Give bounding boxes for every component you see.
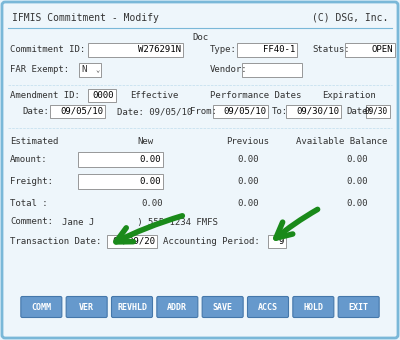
Text: 0.00: 0.00: [140, 177, 161, 186]
Text: Available Balance: Available Balance: [296, 137, 388, 147]
Text: Date: 09/05/10: Date: 09/05/10: [117, 107, 192, 117]
Text: 06/29/20: 06/29/20: [112, 237, 155, 246]
Text: 0.00: 0.00: [237, 155, 259, 165]
Text: ⌄: ⌄: [95, 67, 99, 73]
FancyBboxPatch shape: [248, 296, 288, 318]
Text: To:: To:: [272, 107, 288, 117]
Bar: [213, 105, 268, 118]
Text: New: New: [137, 137, 153, 147]
Text: Type:: Type:: [210, 46, 237, 54]
Text: Doc: Doc: [192, 33, 208, 41]
Text: 0.00: 0.00: [346, 177, 368, 187]
Text: Expiration: Expiration: [322, 91, 376, 101]
Text: Vendor:: Vendor:: [210, 66, 248, 74]
Bar: [345, 43, 395, 57]
FancyBboxPatch shape: [112, 296, 152, 318]
Text: Performance Dates: Performance Dates: [210, 91, 301, 101]
Text: FAR Exempt:: FAR Exempt:: [10, 66, 69, 74]
Bar: [78, 174, 163, 189]
Text: REVHLD: REVHLD: [117, 303, 147, 311]
Text: OPEN: OPEN: [372, 46, 393, 54]
Text: Jane J        ) 555-1234 FMFS: Jane J ) 555-1234 FMFS: [62, 218, 218, 226]
Text: Status:: Status:: [312, 46, 350, 54]
Text: 09/05/10: 09/05/10: [223, 107, 266, 116]
Bar: [268, 235, 286, 248]
Bar: [286, 105, 341, 118]
Text: HOLD: HOLD: [303, 303, 323, 311]
Text: 0000: 0000: [92, 91, 114, 100]
Text: IFMIS Commitment - Modify: IFMIS Commitment - Modify: [12, 13, 159, 23]
Text: Commitment ID:: Commitment ID:: [10, 46, 85, 54]
FancyBboxPatch shape: [338, 296, 379, 318]
Bar: [50, 105, 105, 118]
Text: 0.00: 0.00: [237, 177, 259, 187]
Text: W276291N: W276291N: [138, 46, 181, 54]
FancyBboxPatch shape: [66, 296, 107, 318]
Text: 0.00: 0.00: [140, 155, 161, 164]
FancyBboxPatch shape: [21, 296, 62, 318]
Text: 0.00: 0.00: [346, 155, 368, 165]
Text: Transaction Date:: Transaction Date:: [10, 238, 101, 246]
Text: Freight:: Freight:: [10, 177, 53, 187]
Bar: [78, 152, 163, 167]
Text: 9: 9: [279, 237, 284, 246]
Text: N: N: [81, 66, 86, 74]
Text: COMM: COMM: [31, 303, 51, 311]
Text: 09/30: 09/30: [365, 107, 388, 116]
Text: Total :: Total :: [10, 200, 48, 208]
Text: 0.00: 0.00: [237, 200, 259, 208]
Text: VER: VER: [79, 303, 94, 311]
Text: Date:: Date:: [346, 107, 373, 117]
Bar: [88, 43, 183, 57]
Bar: [237, 43, 297, 57]
Bar: [366, 105, 390, 118]
Text: ADDR: ADDR: [167, 303, 187, 311]
Text: FF40-1: FF40-1: [263, 46, 295, 54]
Text: Previous: Previous: [226, 137, 270, 147]
Text: EXIT: EXIT: [349, 303, 369, 311]
FancyBboxPatch shape: [2, 2, 398, 338]
Text: 09/30/10: 09/30/10: [296, 107, 339, 116]
Bar: [79, 63, 101, 77]
Bar: [88, 89, 116, 102]
Text: Amount:: Amount:: [10, 155, 48, 165]
Text: From:: From:: [190, 107, 217, 117]
Bar: [242, 63, 302, 77]
Text: 0.00: 0.00: [346, 200, 368, 208]
Bar: [107, 235, 157, 248]
Text: Effective: Effective: [130, 91, 178, 101]
Text: 09/05/10: 09/05/10: [60, 107, 103, 116]
Text: Date:: Date:: [22, 107, 49, 117]
FancyBboxPatch shape: [293, 296, 334, 318]
Text: 0.00: 0.00: [142, 200, 163, 208]
Text: (C) DSG, Inc.: (C) DSG, Inc.: [312, 13, 388, 23]
Text: SAVE: SAVE: [213, 303, 233, 311]
Text: Accounting Period:: Accounting Period:: [163, 238, 260, 246]
FancyBboxPatch shape: [157, 296, 198, 318]
Text: Comment:: Comment:: [10, 218, 53, 226]
FancyBboxPatch shape: [202, 296, 243, 318]
Text: Amendment ID:: Amendment ID:: [10, 91, 80, 101]
Text: ACCS: ACCS: [258, 303, 278, 311]
Text: Estimated: Estimated: [10, 137, 58, 147]
